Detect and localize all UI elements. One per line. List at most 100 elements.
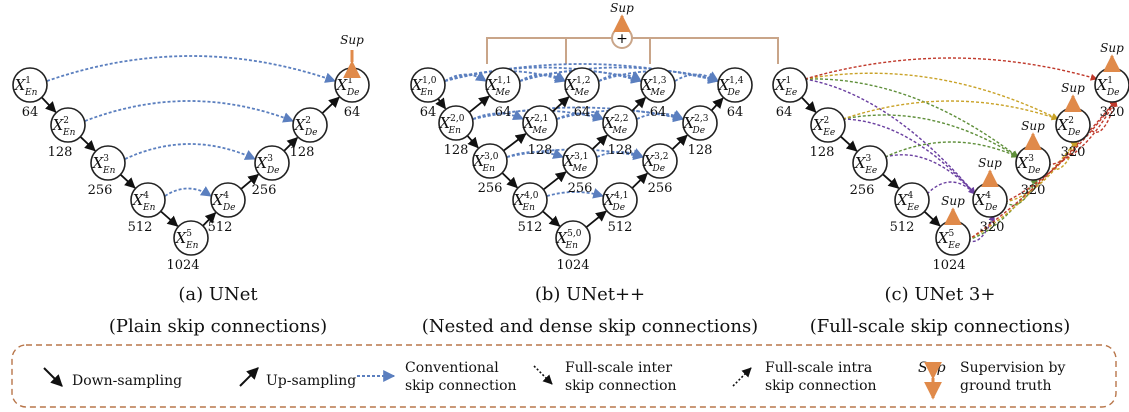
intra-d4-d1 [1004, 99, 1117, 203]
node-e5-channels: 1024 [166, 258, 199, 273]
node-e5-channels: 1024 [932, 258, 965, 273]
node-n00-channels: 64 [420, 105, 437, 120]
legend-inter-arrow [533, 365, 553, 385]
down-1 [801, 96, 817, 113]
caption-unetpp: (b) UNet++ [535, 284, 645, 305]
node-d3-channels: 320 [1021, 183, 1046, 198]
node-n30-channels: 512 [518, 220, 543, 235]
skip-4 [164, 186, 212, 197]
node-n12-channels: 128 [608, 143, 633, 158]
sup-label-e5: Sup [941, 194, 965, 208]
node-e3-label: X3 Ee [854, 154, 877, 176]
node-n11: X2,1 Me 128 [522, 105, 558, 158]
legend-up-label: Up-sampling [266, 373, 356, 389]
up-5 [502, 133, 527, 152]
up-3 [631, 96, 647, 112]
inter-e2-d3 [842, 114, 1019, 158]
node-n20-label: X3,0 En [472, 152, 498, 174]
down-2 [840, 135, 858, 152]
node-n21-label: X3,1 Me [562, 152, 588, 174]
sup-label-d4: Sup [978, 156, 1002, 170]
node-n02: X1,2 Me 64 [564, 67, 600, 120]
node-n03-label: X1,3 Me [640, 76, 666, 98]
node-d2: X2 De 128 [290, 107, 328, 160]
inter-e1-d2 [804, 72, 1059, 120]
node-n22-channels: 256 [648, 181, 673, 196]
intra-e5-d1 [967, 99, 1117, 241]
legend-box: Down-sampling Up-sampling Conventional s… [11, 344, 1117, 408]
node-n10: X2,0 En 128 [438, 105, 474, 158]
node-n40-channels: 1024 [556, 258, 589, 273]
node-d1-label: X1 De [1096, 76, 1120, 98]
node-n10-label: X2,0 En [438, 114, 464, 136]
node-d1-channels: 64 [344, 105, 361, 120]
node-n00-label: X1,0 En [410, 76, 436, 98]
inter-e1-d4 [804, 78, 976, 195]
node-n01: X1,1 Me 64 [485, 67, 521, 120]
down-3 [882, 173, 900, 189]
sup-label: Sup [610, 1, 634, 15]
node-e2-channels: 128 [48, 145, 73, 160]
inter-e3-d4 [884, 154, 976, 195]
node-n22: X3,2 De 256 [642, 143, 678, 196]
node-e5-label: X5 En [175, 229, 199, 251]
node-n22-label: X3,2 De [642, 152, 668, 174]
legend-intra-label-1: Full-scale intra [765, 360, 872, 376]
node-e4-channels: 512 [890, 220, 915, 235]
node-n31-label: X4,1 De [602, 191, 628, 213]
node-n30-label: X4,0 En [512, 191, 538, 213]
deep-supervision-bus [486, 37, 779, 64]
up-1 [468, 95, 490, 114]
down-4 [160, 210, 179, 227]
down-2 [466, 135, 479, 149]
node-e2: X2 En 128 [48, 107, 86, 160]
node-e5: X5 En 1024 [166, 220, 209, 273]
node-n12-label: X2,2 Me [602, 114, 628, 136]
panel-unet: X1 En 64 X2 En 128 X3 En 256 X4 En 512 X5 En 1024 X4 De 5… [12, 33, 370, 273]
up-9 [631, 172, 648, 189]
caption-unet3plus: (c) UNet 3+ [885, 284, 996, 305]
node-n20-channels: 256 [478, 181, 503, 196]
node-n02-channels: 64 [574, 105, 591, 120]
node-e1-label: X1 En [14, 76, 38, 98]
node-n31-channels: 512 [608, 220, 633, 235]
sup-label: Sup [340, 33, 364, 47]
up-5 [202, 212, 217, 227]
node-d3: X3 De 320 [1015, 145, 1051, 198]
node-d4-label: X4 De [974, 191, 998, 213]
intra-d2-d1 [1087, 99, 1118, 133]
down-2 [79, 136, 96, 152]
inter-e1-d3 [804, 78, 1019, 158]
intra-d4-d2 [1004, 139, 1078, 203]
node-n03: X1,3 Me 64 [640, 67, 676, 120]
node-n01-label: X1,1 Me [485, 76, 511, 98]
inter-e3-d3 [884, 141, 1019, 158]
node-e2-channels: 128 [810, 145, 835, 160]
node-n30: X4,0 En 512 [512, 182, 548, 235]
caption-unet: (a) UNet [178, 284, 258, 305]
node-n04-channels: 64 [727, 105, 744, 120]
down-4 [923, 210, 941, 227]
node-n02-label: X1,2 Me [564, 76, 590, 98]
subcaption-unet3plus: (Full-scale skip connections) [810, 316, 1071, 337]
node-n20: X3,0 En 256 [472, 143, 508, 196]
node-n40: X5,0 En 1024 [555, 220, 591, 273]
node-d3-label: X3 De [256, 154, 280, 176]
node-e5-label: X5 Ee [937, 229, 960, 251]
node-e5: X5 Ee 1024 [932, 220, 971, 273]
node-e3: X3 Ee 256 [850, 145, 888, 198]
up-2 [552, 96, 570, 113]
node-e1-label: X1 Ee [774, 76, 797, 98]
sup-label-d2: Sup [1061, 81, 1085, 95]
legend-intra-arrow [732, 367, 752, 387]
intra-e5-d3 [967, 177, 1038, 241]
node-n01-channels: 64 [495, 105, 512, 120]
node-e1-channels: 64 [776, 105, 793, 120]
node-e4-label: X4 Ee [896, 191, 919, 213]
skip-2 [84, 100, 295, 123]
node-d1-channels: 320 [1100, 105, 1125, 120]
legend-sup-desc-2: ground truth [960, 378, 1052, 394]
node-e4-label: X4 En [132, 191, 156, 213]
